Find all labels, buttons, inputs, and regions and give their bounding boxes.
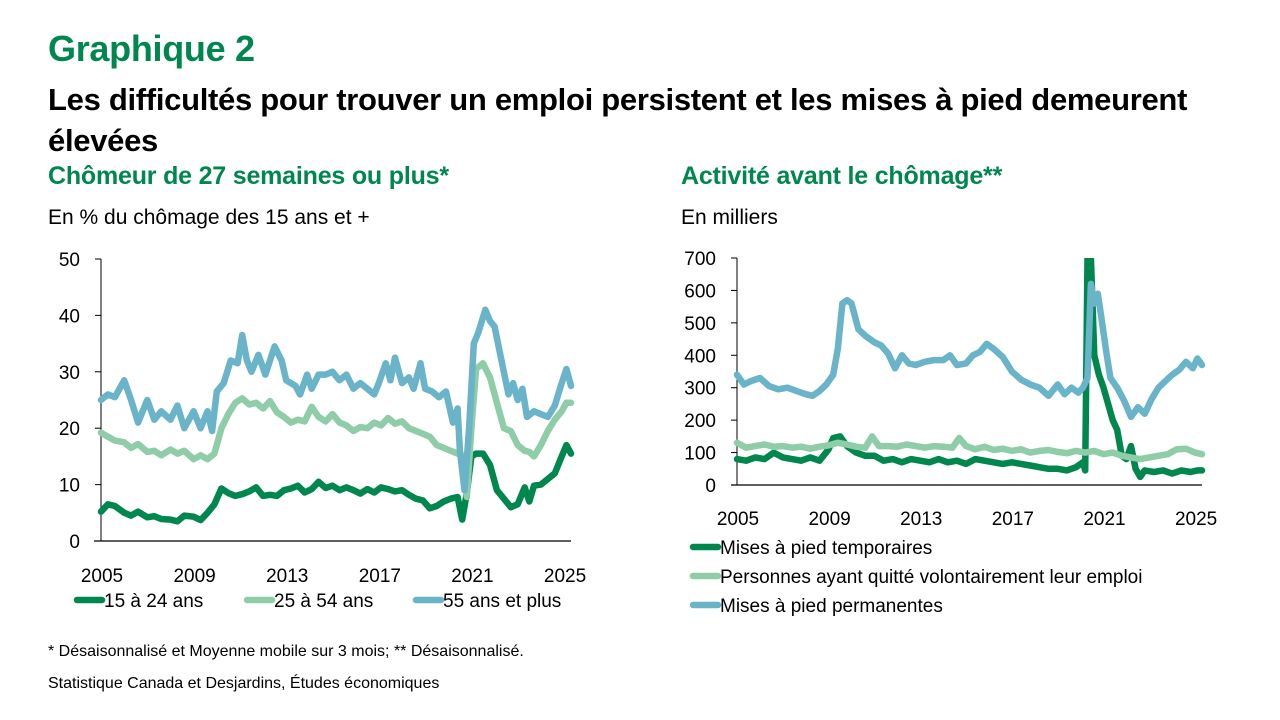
- plot-area: [733, 258, 1206, 481]
- x-tick-label: 2009: [173, 566, 215, 587]
- legend-label: 55 ans et plus: [443, 591, 561, 612]
- x-tick-label: 2013: [900, 509, 942, 530]
- figure-number: Graphique 2: [48, 28, 255, 69]
- y-tick-label: 700: [684, 249, 716, 270]
- chart-long-term-unemployment: 0 10 20 30 40 50 2005 2009 2013 2017 2021 2025 15 à …: [59, 250, 586, 612]
- right-chart-title: Activité avant le chômage**: [681, 162, 1003, 190]
- legend-label: Personnes ayant quitté volontairement le…: [720, 567, 1142, 588]
- x-tick-label: 2021: [1083, 509, 1125, 530]
- y-tick-label: 40: [59, 306, 80, 327]
- y-tick-label: 200: [684, 411, 716, 432]
- y-tick-label: 0: [69, 532, 80, 553]
- legend: Mises à pied temporaires Personnes ayant …: [689, 538, 1142, 617]
- legend-label: 15 à 24 ans: [104, 591, 203, 612]
- x-tick-label: 2017: [359, 566, 401, 587]
- x-tick-label: 2013: [266, 566, 308, 587]
- source-note: Statistique Canada et Desjardins, Études…: [48, 675, 440, 692]
- y-tick-label: 600: [684, 281, 716, 302]
- x-tick-label: 2009: [808, 509, 850, 530]
- y-tick-label: 30: [59, 363, 80, 384]
- left-chart-title: Chômeur de 27 semaines ou plus*: [48, 162, 449, 190]
- x-tick-label: 2025: [544, 566, 586, 587]
- y-tick-label: 500: [684, 314, 716, 335]
- y-tick-label: 20: [59, 419, 80, 440]
- chart-activity-before-unemployment: 0 100 200 300 400 500 600 700 2005 2009 2013 2017 20…: [684, 249, 1217, 617]
- series-line-55-ans-et-plus: [97, 306, 575, 494]
- y-tick-label: 400: [684, 346, 716, 367]
- y-tick-label: 0: [705, 476, 716, 497]
- right-chart-unit-label: En milliers: [681, 206, 778, 229]
- left-chart-unit-label: En % du chômage des 15 ans et +: [48, 206, 370, 229]
- y-tick-label: 300: [684, 379, 716, 400]
- series-line-mises-pied-permanentes: [733, 280, 1206, 421]
- legend-label: Mises à pied permanentes: [720, 596, 943, 617]
- y-tick-label: 50: [59, 250, 80, 271]
- footnote: * Désaisonnalisé et Moyenne mobile sur 3…: [48, 643, 524, 660]
- legend: 15 à 24 ans 25 à 54 ans 55 ans et plus: [73, 591, 561, 612]
- series-line-personnes-ayant-quitt-volontairement-leur-emploi: [733, 433, 1206, 463]
- legend-label: 25 à 54 ans: [274, 591, 373, 612]
- x-tick-label: 2017: [992, 509, 1034, 530]
- series-line-25-54-ans: [97, 360, 575, 501]
- x-tick-label: 2021: [451, 566, 493, 587]
- series-line-15-24-ans: [97, 441, 575, 525]
- x-tick-label: 2025: [1175, 509, 1217, 530]
- x-tick-label: 2005: [81, 566, 123, 587]
- plot-area: [97, 306, 575, 525]
- x-tick-label: 2005: [717, 509, 759, 530]
- page-title: Les difficultés pour trouver un emploi p…: [48, 82, 1188, 158]
- legend-label: Mises à pied temporaires: [720, 538, 932, 559]
- y-tick-label: 10: [59, 476, 80, 497]
- y-tick-label: 100: [684, 444, 716, 465]
